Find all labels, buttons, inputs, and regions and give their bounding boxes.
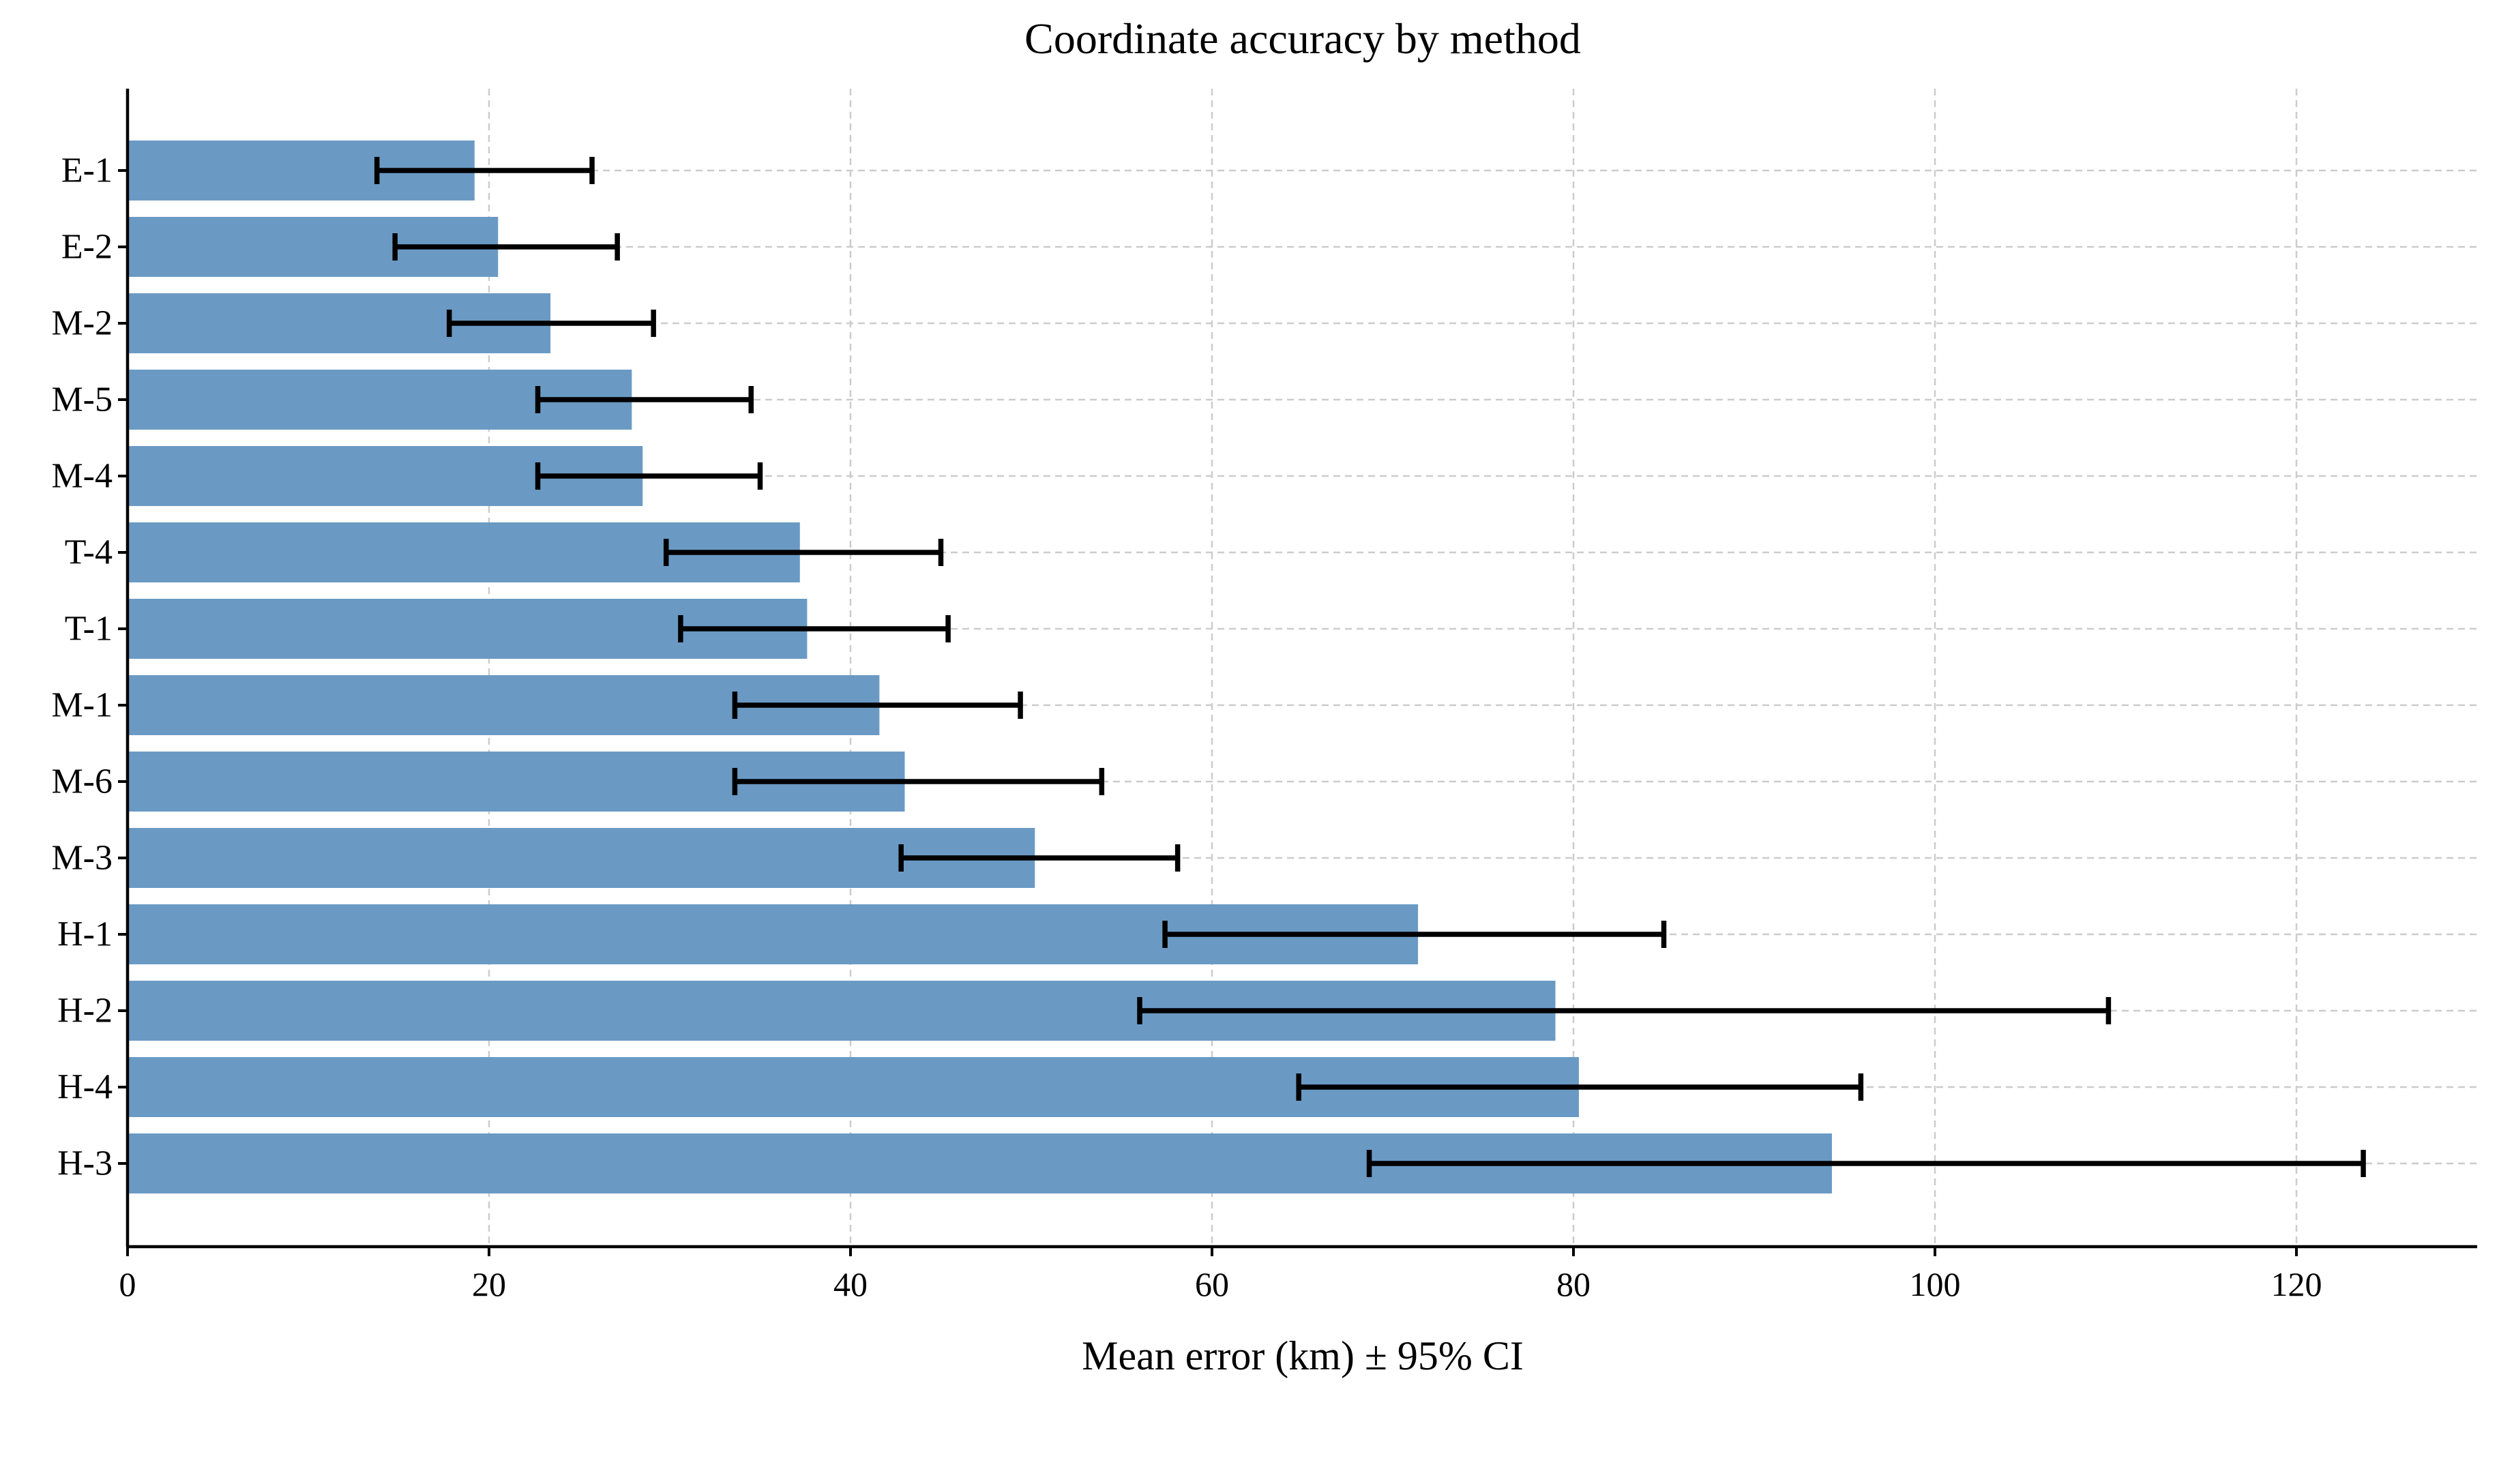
category-label: M-1 xyxy=(51,686,113,725)
x-tick-label: 40 xyxy=(833,1265,868,1303)
errorbars-layer xyxy=(374,157,2366,1177)
ticks-layer: 0 20 40 60 80 100 120 xyxy=(119,1247,2322,1303)
category-label: H-2 xyxy=(57,992,113,1030)
axes-layer xyxy=(125,89,2477,1249)
category-label: M-5 xyxy=(51,381,113,419)
x-tick-label: 120 xyxy=(2271,1265,2322,1303)
bars-layer xyxy=(128,140,1832,1193)
category-label: T-1 xyxy=(65,610,113,649)
category-label: H-1 xyxy=(57,915,113,954)
x-tick-label: 20 xyxy=(472,1265,506,1303)
categories-layer: E-1 E-2 M-2 M-5 M-4 T-4 T-1 M-1 M-6 M-3 H-1 H-2 H-4 H… xyxy=(51,151,128,1183)
category-label: E-1 xyxy=(61,151,113,190)
x-tick-label: 100 xyxy=(1910,1265,1961,1303)
category-label: E-2 xyxy=(61,228,113,267)
bar-m-3 xyxy=(128,828,1035,888)
x-tick-label: 80 xyxy=(1556,1265,1591,1303)
x-tick-label: 60 xyxy=(1195,1265,1229,1303)
chart-title: Coordinate accuracy by method xyxy=(1024,14,1581,63)
x-tick-label: 0 xyxy=(119,1265,136,1303)
category-label: M-4 xyxy=(51,457,113,496)
category-label: M-6 xyxy=(51,762,113,801)
x-axis-label: Mean error (km) ± 95% CI xyxy=(1082,1333,1524,1378)
category-label: M-3 xyxy=(51,839,113,878)
category-label: M-2 xyxy=(51,304,113,343)
category-label: H-4 xyxy=(57,1068,113,1107)
category-label: H-3 xyxy=(57,1144,113,1183)
category-label: T-4 xyxy=(65,533,113,572)
